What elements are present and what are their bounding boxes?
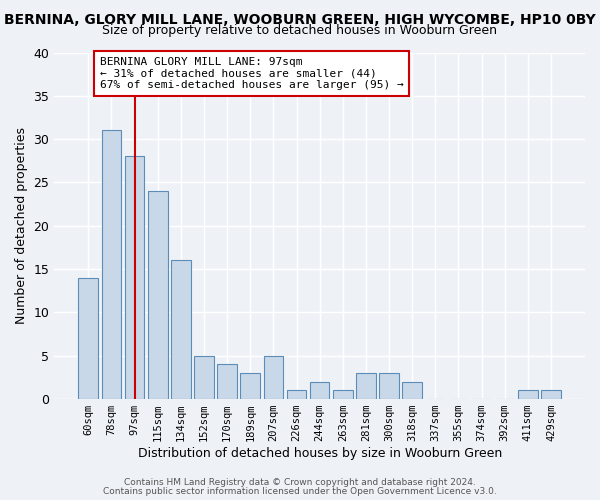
Text: BERNINA, GLORY MILL LANE, WOOBURN GREEN, HIGH WYCOMBE, HP10 0BY: BERNINA, GLORY MILL LANE, WOOBURN GREEN,… [4, 12, 596, 26]
Text: Contains HM Land Registry data © Crown copyright and database right 2024.: Contains HM Land Registry data © Crown c… [124, 478, 476, 487]
Bar [79, 278, 98, 399]
Bar [101, 130, 121, 399]
Bar [379, 373, 399, 399]
Bar [403, 382, 422, 399]
Bar [263, 356, 283, 399]
Bar [171, 260, 191, 399]
Bar [518, 390, 538, 399]
Bar [241, 373, 260, 399]
Y-axis label: Number of detached properties: Number of detached properties [15, 128, 28, 324]
Bar [310, 382, 329, 399]
X-axis label: Distribution of detached houses by size in Wooburn Green: Distribution of detached houses by size … [137, 447, 502, 460]
Bar [541, 390, 561, 399]
Bar [287, 390, 307, 399]
Bar [217, 364, 237, 399]
Bar [148, 191, 167, 399]
Bar [356, 373, 376, 399]
Text: Size of property relative to detached houses in Wooburn Green: Size of property relative to detached ho… [103, 24, 497, 37]
Bar [333, 390, 353, 399]
Bar [125, 156, 145, 399]
Text: BERNINA GLORY MILL LANE: 97sqm
← 31% of detached houses are smaller (44)
67% of : BERNINA GLORY MILL LANE: 97sqm ← 31% of … [100, 57, 404, 90]
Bar [194, 356, 214, 399]
Text: Contains public sector information licensed under the Open Government Licence v3: Contains public sector information licen… [103, 487, 497, 496]
